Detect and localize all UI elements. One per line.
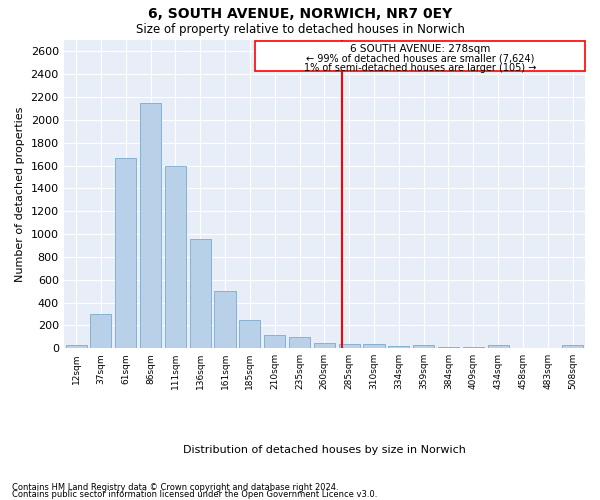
Bar [165,166,186,348]
Bar [214,291,236,348]
Bar [438,347,459,348]
Bar [115,158,136,348]
Bar [364,344,385,348]
Bar [314,343,335,348]
Text: Contains public sector information licensed under the Open Government Licence v3: Contains public sector information licen… [12,490,377,499]
FancyBboxPatch shape [255,41,585,71]
Bar [239,320,260,348]
Bar [463,347,484,348]
Bar [91,314,112,348]
Bar [264,334,285,348]
Y-axis label: Number of detached properties: Number of detached properties [15,106,25,282]
Bar [562,346,583,348]
Text: 1% of semi-detached houses are larger (105) →: 1% of semi-detached houses are larger (1… [304,63,536,73]
Bar [488,346,509,348]
X-axis label: Distribution of detached houses by size in Norwich: Distribution of detached houses by size … [183,445,466,455]
Text: Size of property relative to detached houses in Norwich: Size of property relative to detached ho… [136,22,464,36]
Bar [413,345,434,348]
Text: Contains HM Land Registry data © Crown copyright and database right 2024.: Contains HM Land Registry data © Crown c… [12,484,338,492]
Text: 6, SOUTH AVENUE, NORWICH, NR7 0EY: 6, SOUTH AVENUE, NORWICH, NR7 0EY [148,8,452,22]
Text: ← 99% of detached houses are smaller (7,624): ← 99% of detached houses are smaller (7,… [306,54,534,64]
Bar [289,337,310,348]
Bar [140,103,161,348]
Bar [388,346,409,348]
Bar [338,344,360,348]
Bar [65,346,86,348]
Bar [190,238,211,348]
Text: 6 SOUTH AVENUE: 278sqm: 6 SOUTH AVENUE: 278sqm [350,44,490,54]
